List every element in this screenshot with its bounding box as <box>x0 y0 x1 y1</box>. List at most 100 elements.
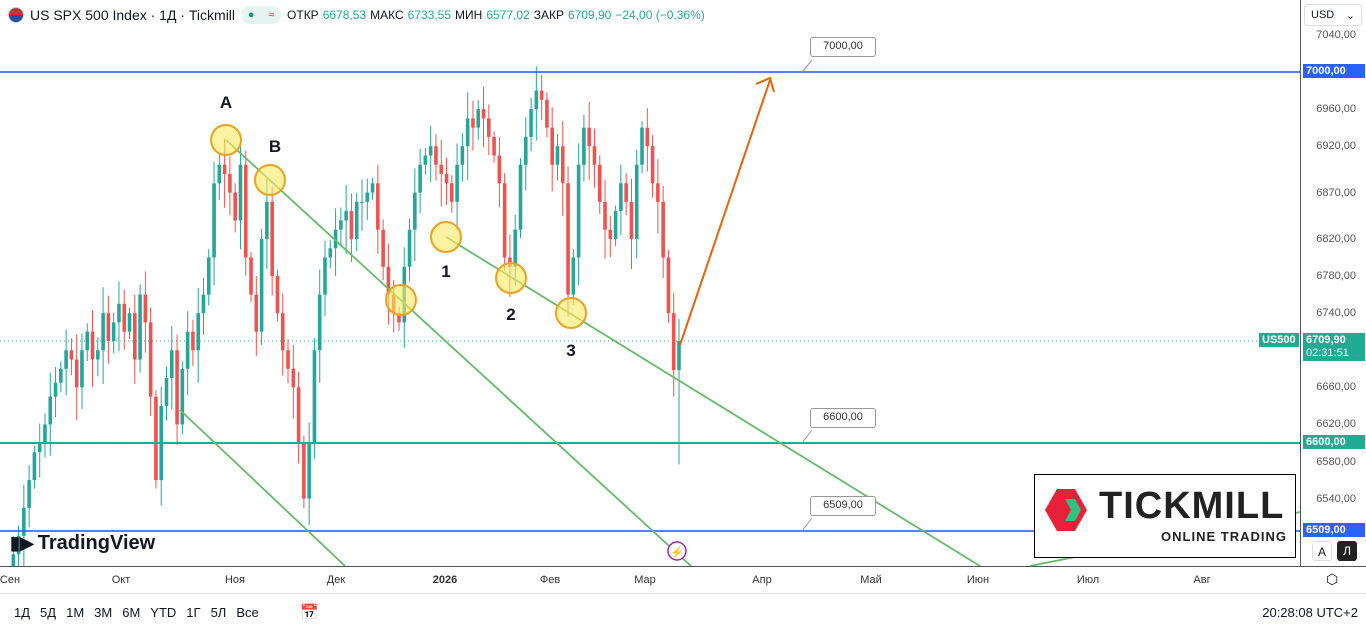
candle <box>555 146 560 165</box>
period-button[interactable]: 6M <box>122 605 141 620</box>
candle <box>85 331 90 351</box>
candle <box>243 164 248 258</box>
candle <box>212 183 216 258</box>
candle <box>185 331 190 369</box>
period-button[interactable]: YTD <box>150 605 177 620</box>
callout-6600[interactable]: 6600,00 <box>810 408 876 428</box>
candle <box>666 257 671 314</box>
candle <box>434 146 438 165</box>
candle <box>90 331 95 360</box>
time-tick: Фев <box>539 574 561 586</box>
time-tick: 2026 <box>432 574 458 586</box>
candle <box>460 146 465 165</box>
candle <box>69 350 74 360</box>
candle <box>312 350 317 443</box>
tradingview-logo-icon: ▮▶ <box>10 533 34 553</box>
candle <box>59 368 63 383</box>
currency-select[interactable]: USD ⌄ <box>1304 4 1362 26</box>
candle <box>534 90 539 110</box>
candle <box>381 229 385 267</box>
candle <box>613 211 618 239</box>
candle <box>677 341 681 371</box>
candle <box>397 313 401 323</box>
time-tick: Ноя <box>224 574 246 586</box>
price-tag-6600: 6600,00 <box>1303 435 1365 449</box>
candle <box>439 164 444 175</box>
tradingview-watermark[interactable]: ▮▶ TradingView <box>10 532 156 554</box>
price-tick: 6740,00 <box>1316 307 1356 320</box>
candle <box>671 313 676 371</box>
price-tick: 6660,00 <box>1316 381 1356 394</box>
candle <box>302 443 306 499</box>
candle <box>386 266 391 295</box>
candle <box>376 183 380 230</box>
candle <box>169 350 174 379</box>
candle <box>48 396 53 425</box>
candles <box>11 66 681 566</box>
time-tick: Мар <box>634 574 656 586</box>
candle <box>106 313 111 341</box>
price-tag-6509: 6509,00 <box>1303 523 1365 537</box>
event-icon <box>667 541 687 561</box>
candle <box>661 201 665 258</box>
candle <box>238 164 243 221</box>
settings-icon[interactable]: ⬡ <box>1326 571 1339 587</box>
candle <box>624 183 628 202</box>
candle <box>101 313 105 351</box>
label-2: 2 <box>506 305 516 324</box>
log-scale-button[interactable]: Л <box>1337 541 1357 561</box>
candle <box>344 211 348 221</box>
time-tick: Сен <box>0 574 21 586</box>
candle <box>233 192 237 221</box>
marker-1 <box>430 221 462 253</box>
label-1: 1 <box>441 262 451 281</box>
candle <box>307 443 311 499</box>
callout-6509[interactable]: 6509,00 <box>810 496 876 516</box>
label-3: 3 <box>566 341 576 360</box>
callout-7000[interactable]: 7000,00 <box>810 37 876 57</box>
candle <box>650 146 655 184</box>
time-tick: Окт <box>111 574 131 586</box>
candle <box>634 164 639 239</box>
period-button[interactable]: 3M <box>94 605 113 620</box>
candle <box>497 155 502 184</box>
date-range-icon[interactable]: 📅 <box>300 604 319 621</box>
symbol-title[interactable]: US SPX 500 Index · 1Д · Tickmill <box>30 7 236 23</box>
candle <box>539 90 544 100</box>
candle <box>328 248 333 258</box>
candle <box>280 313 285 351</box>
marker-2 <box>495 262 527 294</box>
price-tick: 6780,00 <box>1316 270 1356 283</box>
candle <box>122 303 127 332</box>
candle <box>16 535 21 555</box>
period-button[interactable]: 1Г <box>186 605 201 620</box>
label-a: A <box>219 93 233 112</box>
period-button[interactable]: 1M <box>66 605 85 620</box>
period-button[interactable]: 5Д <box>40 605 57 620</box>
period-button[interactable]: 5Л <box>210 605 227 620</box>
price-tick: 7040,00 <box>1316 29 1356 41</box>
candle <box>566 183 570 295</box>
candle <box>27 480 31 508</box>
candle <box>138 294 142 360</box>
candle <box>450 183 454 202</box>
price-tick: 6580,00 <box>1316 455 1356 468</box>
period-button[interactable]: Все <box>236 605 259 620</box>
price-chart[interactable]: ⚡ <box>0 0 1300 566</box>
candle <box>333 229 338 249</box>
market-status[interactable]: ● ≈ <box>241 6 282 24</box>
candle <box>323 257 327 295</box>
auto-scale-button[interactable]: A <box>1312 541 1332 561</box>
candle <box>249 257 253 295</box>
period-button[interactable]: 1Д <box>14 605 31 620</box>
candle <box>518 164 523 230</box>
marker-b <box>254 164 286 196</box>
time-tick: Дек <box>326 574 346 586</box>
candle <box>513 229 518 267</box>
candle <box>127 313 132 332</box>
clock[interactable]: 20:28:08 UTC+2 <box>1262 605 1358 620</box>
price-axis[interactable]: 7000,00 6709,90 02:31:51 6600,00 6509,00 … <box>1300 0 1366 566</box>
time-axis[interactable]: ⬡ Сен Окт Ноя Дек 2026 Фев Мар Апр Май Июн Июл Авг <box>0 566 1366 594</box>
candle <box>180 368 185 425</box>
candle <box>64 350 68 369</box>
